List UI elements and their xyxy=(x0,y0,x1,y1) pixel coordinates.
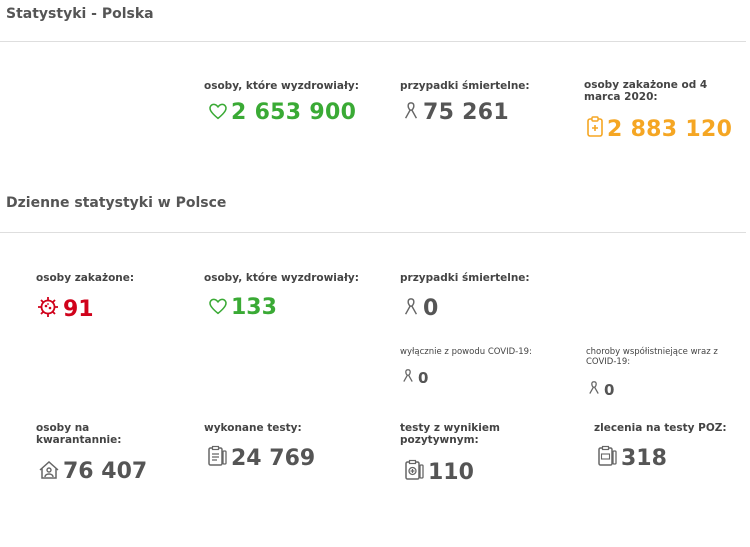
daily-title: Dzienne statystyki w Polsce xyxy=(6,195,227,211)
quarantine-value: 76 407 xyxy=(63,459,148,484)
test-order-icon xyxy=(596,445,618,471)
poz-stat: 318 xyxy=(596,445,667,471)
poz-label: zlecenia na testy POZ: xyxy=(594,422,727,434)
total-deaths-stat: 75 261 xyxy=(402,100,509,125)
tests-stat: 24 769 xyxy=(206,445,315,471)
total-infected-value: 2 883 120 xyxy=(607,116,733,142)
tests-label: wykonane testy: xyxy=(204,422,302,434)
covid-only-stat: 0 xyxy=(401,368,428,388)
ribbon-icon xyxy=(401,368,415,388)
daily-recovered-stat: 133 xyxy=(208,295,277,320)
quarantine-label: osoby na kwarantannie: xyxy=(36,422,122,446)
total-recovered-value: 2 653 900 xyxy=(231,100,357,125)
daily-infected-label: osoby zakażone: xyxy=(36,272,135,284)
heart-icon xyxy=(208,297,228,319)
positive-value: 110 xyxy=(428,459,474,485)
total-deaths-value: 75 261 xyxy=(423,100,509,125)
daily-deaths-label: przypadki śmiertelne: xyxy=(400,272,530,284)
house-person-icon xyxy=(38,460,60,484)
ribbon-icon xyxy=(402,297,420,321)
quarantine-stat: 76 407 xyxy=(38,459,147,484)
daily-infected-value: 91 xyxy=(63,296,94,322)
total-deaths-label: przypadki śmiertelne: xyxy=(400,80,530,92)
daily-infected-stat: 91 xyxy=(36,295,94,323)
header-divider xyxy=(0,41,746,42)
positive-stat: 110 xyxy=(403,459,474,485)
comorbid-label: choroby współistniejące wraz z COVID-19: xyxy=(586,347,718,367)
comorbid-value: 0 xyxy=(604,381,615,399)
tests-value: 24 769 xyxy=(231,445,316,471)
daily-deaths-stat: 0 xyxy=(402,296,438,321)
virus-icon xyxy=(36,295,60,323)
test-clipboard-icon xyxy=(206,445,228,471)
total-recovered-stat: 2 653 900 xyxy=(208,100,356,125)
total-recovered-label: osoby, które wyzdrowiały: xyxy=(204,80,359,92)
comorbid-stat: 0 xyxy=(587,380,614,400)
covid-only-value: 0 xyxy=(418,369,429,387)
total-infected-label: osoby zakażone od 4 marca 2020: xyxy=(584,79,708,103)
heart-icon xyxy=(208,102,228,124)
page-title: Statystyki - Polska xyxy=(6,6,154,22)
daily-recovered-value: 133 xyxy=(231,295,277,320)
poz-value: 318 xyxy=(621,445,667,471)
test-positive-icon xyxy=(403,459,425,485)
clipboard-plus-icon xyxy=(586,116,604,142)
ribbon-icon xyxy=(402,101,420,125)
covid-only-label: wyłącznie z powodu COVID-19: xyxy=(400,347,532,357)
positive-label: testy z wynikiem pozytywnym: xyxy=(400,422,500,446)
total-infected-stat: 2 883 120 xyxy=(586,116,732,142)
daily-recovered-label: osoby, które wyzdrowiały: xyxy=(204,272,359,284)
daily-divider xyxy=(0,232,746,233)
daily-deaths-value: 0 xyxy=(423,296,439,321)
ribbon-icon xyxy=(587,380,601,400)
